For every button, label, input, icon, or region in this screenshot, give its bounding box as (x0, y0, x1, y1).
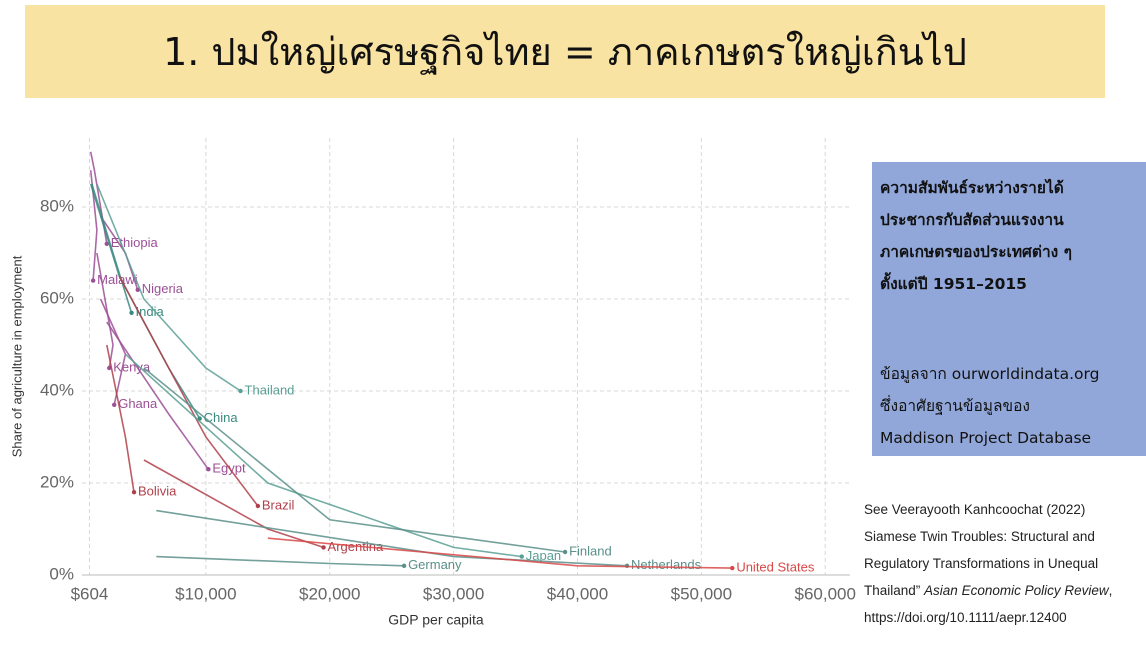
citation-text: , (1108, 583, 1113, 598)
citation-line: See Veerayooth Kanhcoochat (2022) (864, 502, 1086, 517)
series-line (118, 275, 259, 507)
x-tick-label: $40,000 (547, 584, 608, 603)
series-label: Nigeria (142, 281, 184, 296)
series-line (106, 344, 135, 493)
series-label: Bolivia (138, 484, 177, 499)
end-point (90, 278, 96, 283)
series-label: India (136, 304, 165, 319)
series-line (143, 367, 566, 553)
series-line (124, 353, 522, 558)
series-line (96, 183, 242, 392)
info-heading: ภาคเกษตรของประเทศต่าง ๆ (880, 243, 1072, 261)
series-label: Brazil (262, 497, 295, 512)
y-axis-title: Share of agriculture in employment (9, 255, 24, 457)
series-label: China (204, 410, 239, 425)
citation-text: Thailand” (864, 583, 921, 598)
x-tick-label: $10,000 (175, 584, 236, 603)
x-tick-label: $50,000 (671, 584, 732, 603)
series-label: Finland (569, 543, 612, 558)
y-tick-label: 60% (40, 288, 74, 307)
x-axis-title: GDP per capita (388, 612, 484, 628)
series-line (156, 509, 628, 567)
end-point (401, 563, 407, 568)
series-label: Ghana (118, 396, 158, 411)
series-label: United States (736, 560, 815, 575)
series-line (91, 183, 133, 314)
info-heading: ประชากรกับสัดส่วนแรงงาน (880, 211, 1064, 229)
end-point (206, 467, 211, 472)
info-heading: ความสัมพันธ์ระหว่างรายได้ (880, 179, 1064, 197)
end-point (112, 402, 117, 407)
series-line (267, 537, 733, 569)
end-point (321, 545, 326, 550)
end-point (238, 388, 243, 394)
y-tick-label: 80% (40, 196, 74, 215)
title-banner: 1. ปมใหญ่เศรษฐกิจไทย = ภาคเกษตรใหญ่เกินไ… (25, 5, 1105, 98)
end-point (107, 365, 112, 371)
end-point (562, 549, 568, 555)
info-box: ความสัมพันธ์ระหว่างรายได้ ประชากรกับสัดส… (872, 162, 1146, 456)
y-tick-label: 0% (49, 564, 74, 583)
y-tick-label: 20% (40, 472, 74, 491)
x-tick-label: $20,000 (299, 584, 360, 603)
y-tick-label: 40% (40, 380, 74, 399)
citation: See Veerayooth Kanhcoochat (2022) Siames… (864, 496, 1146, 631)
info-source: ซึ่งอาศัยฐานข้อมูลของ (880, 397, 1030, 415)
x-tick-label: $60,000 (794, 584, 855, 603)
series-label: Thailand (245, 382, 295, 397)
slide-title: 1. ปมใหญ่เศรษฐกิจไทย = ภาคเกษตรใหญ่เกินไ… (163, 30, 967, 74)
info-heading: ตั้งแต่ปี 1951–2015 (880, 275, 1027, 293)
series-line (99, 298, 127, 405)
series-line (156, 555, 405, 567)
x-tick-label: $604 (71, 584, 109, 603)
end-point (129, 310, 134, 315)
info-source: Maddison Project Database (880, 429, 1092, 447)
end-point (255, 503, 261, 509)
end-point (730, 565, 735, 571)
series-label: Japan (526, 548, 561, 563)
end-point (104, 241, 109, 246)
citation-line: Siamese Twin Troubles: Structural and (864, 529, 1095, 544)
series-label: Malawi (97, 272, 138, 287)
citation-url: https://doi.org/10.1111/aepr.12400 (864, 610, 1067, 625)
end-point (131, 490, 137, 495)
info-source: ข้อมูลจาก ourworldindata.org (880, 365, 1100, 383)
x-tick-label: $30,000 (423, 584, 484, 603)
journal: Asian Economic Policy Review (924, 583, 1109, 598)
series-label: Germany (408, 557, 462, 572)
citation-line: Regulatory Transformations in Unequal (864, 556, 1099, 571)
end-point (519, 554, 524, 559)
series-label: Netherlands (631, 557, 702, 572)
citation-line: Thailand” Asian Economic Policy Review, (864, 577, 1146, 604)
chart: 0% 20% 40% 60% 80% $604 $10,000 $20,000 $30,000 $… (9, 138, 856, 628)
series-line (106, 321, 209, 470)
